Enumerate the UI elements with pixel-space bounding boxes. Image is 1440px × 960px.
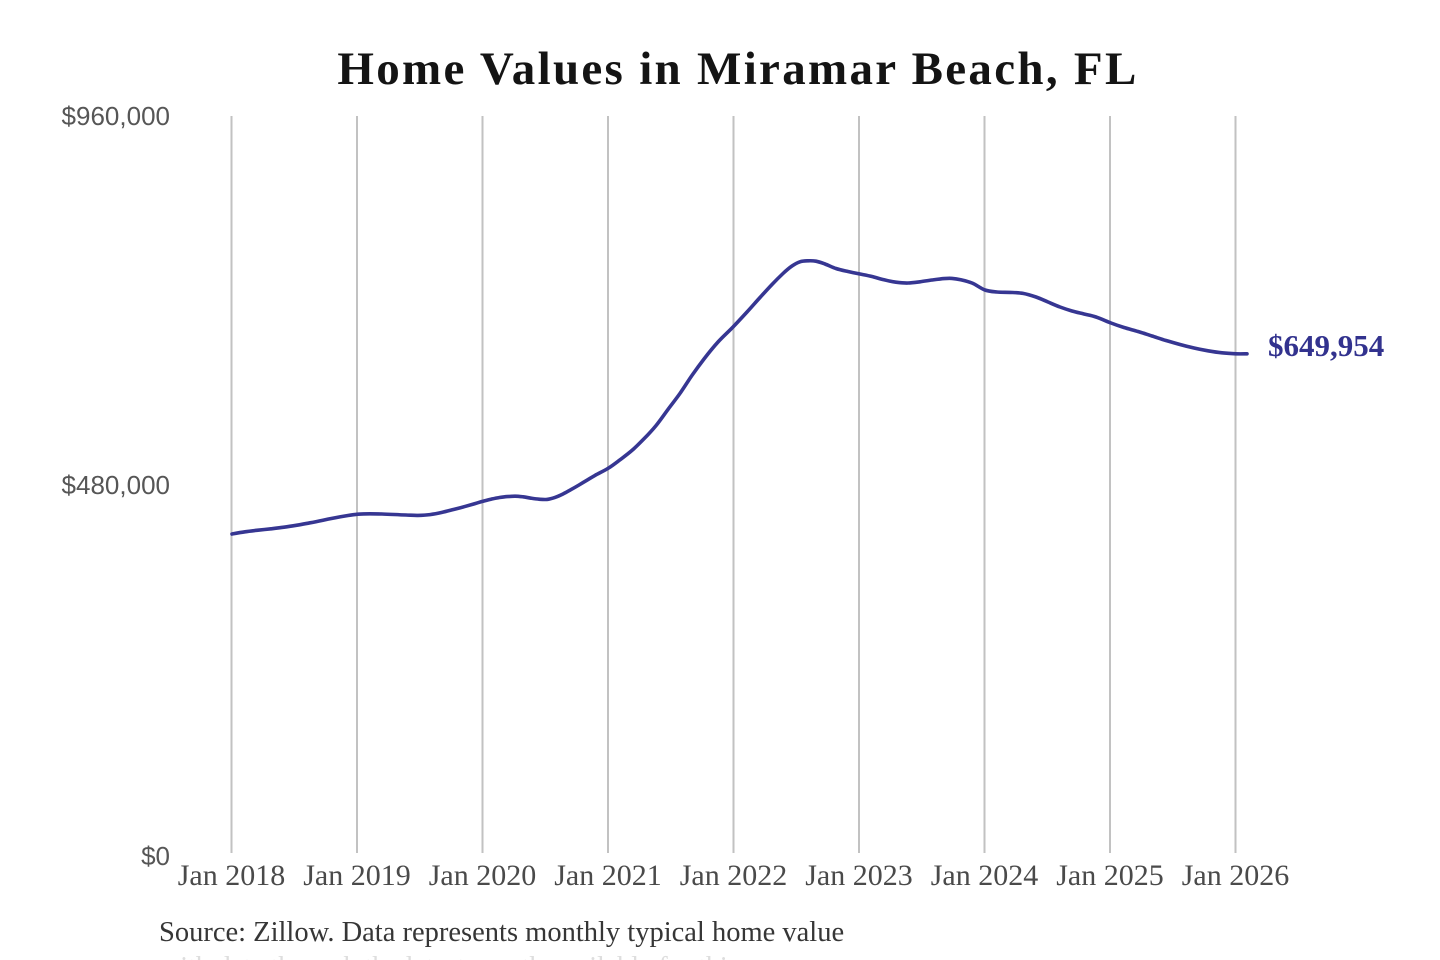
svg-text:Jan 2019: Jan 2019 — [303, 859, 411, 892]
svg-text:$960,000: $960,000 — [62, 101, 170, 131]
svg-text:Jan 2021: Jan 2021 — [554, 859, 662, 892]
svg-text:Source: Zillow. Data represent: Source: Zillow. Data represents monthly … — [159, 917, 844, 948]
svg-text:Jan 2022: Jan 2022 — [680, 859, 788, 892]
svg-text:$480,000: $480,000 — [62, 470, 170, 500]
svg-text:Jan 2018: Jan 2018 — [178, 859, 286, 892]
svg-text:Jan 2025: Jan 2025 — [1056, 859, 1164, 892]
svg-text:Home Values in Miramar Beach,: Home Values in Miramar Beach, FL — [337, 43, 1138, 95]
svg-text:Jan 2024: Jan 2024 — [931, 859, 1039, 892]
svg-text:$649,954: $649,954 — [1268, 328, 1384, 363]
svg-text:Jan 2020: Jan 2020 — [429, 859, 537, 892]
svg-text:with data through the latest m: with data through the latest month avail… — [160, 952, 793, 960]
svg-text:Jan 2023: Jan 2023 — [805, 859, 913, 892]
svg-text:$0: $0 — [141, 841, 170, 871]
svg-text:Jan 2026: Jan 2026 — [1182, 859, 1290, 892]
